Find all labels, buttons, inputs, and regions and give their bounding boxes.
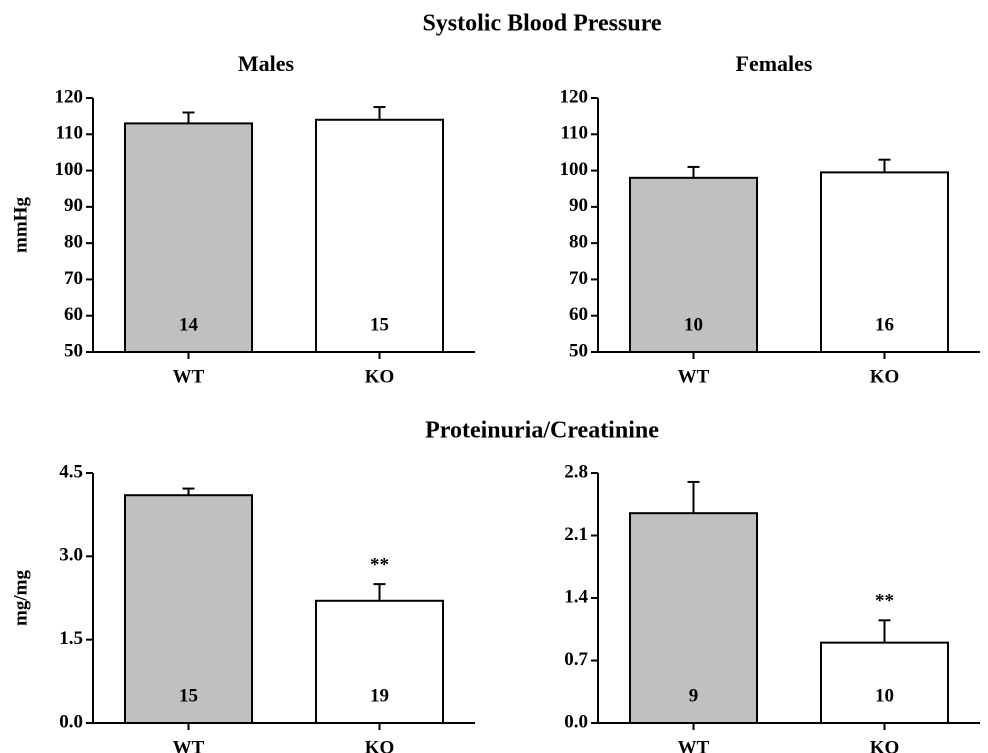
y-tick-label: 110 bbox=[56, 123, 83, 144]
bar bbox=[819, 641, 950, 725]
x-tick-label: KO bbox=[870, 366, 900, 387]
bar bbox=[628, 176, 759, 353]
n-label: 9 bbox=[689, 685, 699, 706]
bar bbox=[819, 171, 950, 353]
y-tick-label: 70 bbox=[569, 268, 588, 289]
n-label: 10 bbox=[684, 314, 703, 335]
y-tick-label: 120 bbox=[55, 86, 84, 107]
y-tick-label: 60 bbox=[64, 304, 83, 325]
y-tick-label: 4.5 bbox=[59, 461, 83, 482]
n-label: 16 bbox=[875, 314, 894, 335]
x-tick-label: WT bbox=[173, 366, 205, 387]
bar bbox=[628, 512, 759, 725]
y-tick-label: 2.8 bbox=[564, 461, 588, 482]
y-tick-label: 90 bbox=[64, 195, 83, 216]
section-title: Proteinuria/Creatinine bbox=[425, 418, 659, 444]
y-tick-label: 80 bbox=[569, 232, 588, 253]
panel-title: Females bbox=[736, 51, 813, 76]
x-tick-label: WT bbox=[173, 737, 205, 753]
y-axis-label: mg/mg bbox=[10, 570, 31, 626]
bar bbox=[314, 118, 445, 354]
bar bbox=[123, 494, 254, 724]
significance: ** bbox=[370, 554, 389, 575]
x-tick-label: WT bbox=[678, 366, 710, 387]
y-tick-label: 60 bbox=[569, 304, 588, 325]
y-tick-label: 1.4 bbox=[564, 586, 588, 607]
bar bbox=[314, 599, 445, 724]
y-tick-label: 110 bbox=[561, 123, 588, 144]
x-tick-label: KO bbox=[365, 366, 395, 387]
y-tick-label: 120 bbox=[560, 86, 589, 107]
y-tick-label: 80 bbox=[64, 232, 83, 253]
n-label: 10 bbox=[875, 685, 894, 706]
y-tick-label: 0.7 bbox=[564, 649, 588, 670]
y-tick-label: 3.0 bbox=[59, 545, 83, 566]
x-tick-label: KO bbox=[870, 737, 900, 753]
y-tick-label: 50 bbox=[569, 340, 588, 361]
y-tick-label: 100 bbox=[55, 159, 84, 180]
y-tick-label: 2.1 bbox=[564, 524, 588, 545]
y-tick-label: 0.0 bbox=[59, 711, 83, 732]
section-title: Systolic Blood Pressure bbox=[422, 11, 661, 37]
y-tick-label: 1.5 bbox=[59, 628, 83, 649]
y-tick-label: 100 bbox=[560, 159, 589, 180]
n-label: 19 bbox=[370, 685, 389, 706]
y-axis-label: mmHg bbox=[10, 197, 31, 253]
y-tick-label: 50 bbox=[64, 340, 83, 361]
significance: ** bbox=[875, 591, 894, 612]
x-tick-label: WT bbox=[678, 737, 710, 753]
panel-title: Males bbox=[238, 51, 295, 76]
n-label: 15 bbox=[370, 314, 389, 335]
x-tick-label: KO bbox=[365, 737, 395, 753]
y-tick-label: 0.0 bbox=[564, 711, 588, 732]
bar bbox=[123, 122, 254, 354]
y-tick-label: 70 bbox=[64, 268, 83, 289]
n-label: 15 bbox=[179, 685, 198, 706]
y-tick-label: 90 bbox=[569, 195, 588, 216]
n-label: 14 bbox=[179, 314, 199, 335]
